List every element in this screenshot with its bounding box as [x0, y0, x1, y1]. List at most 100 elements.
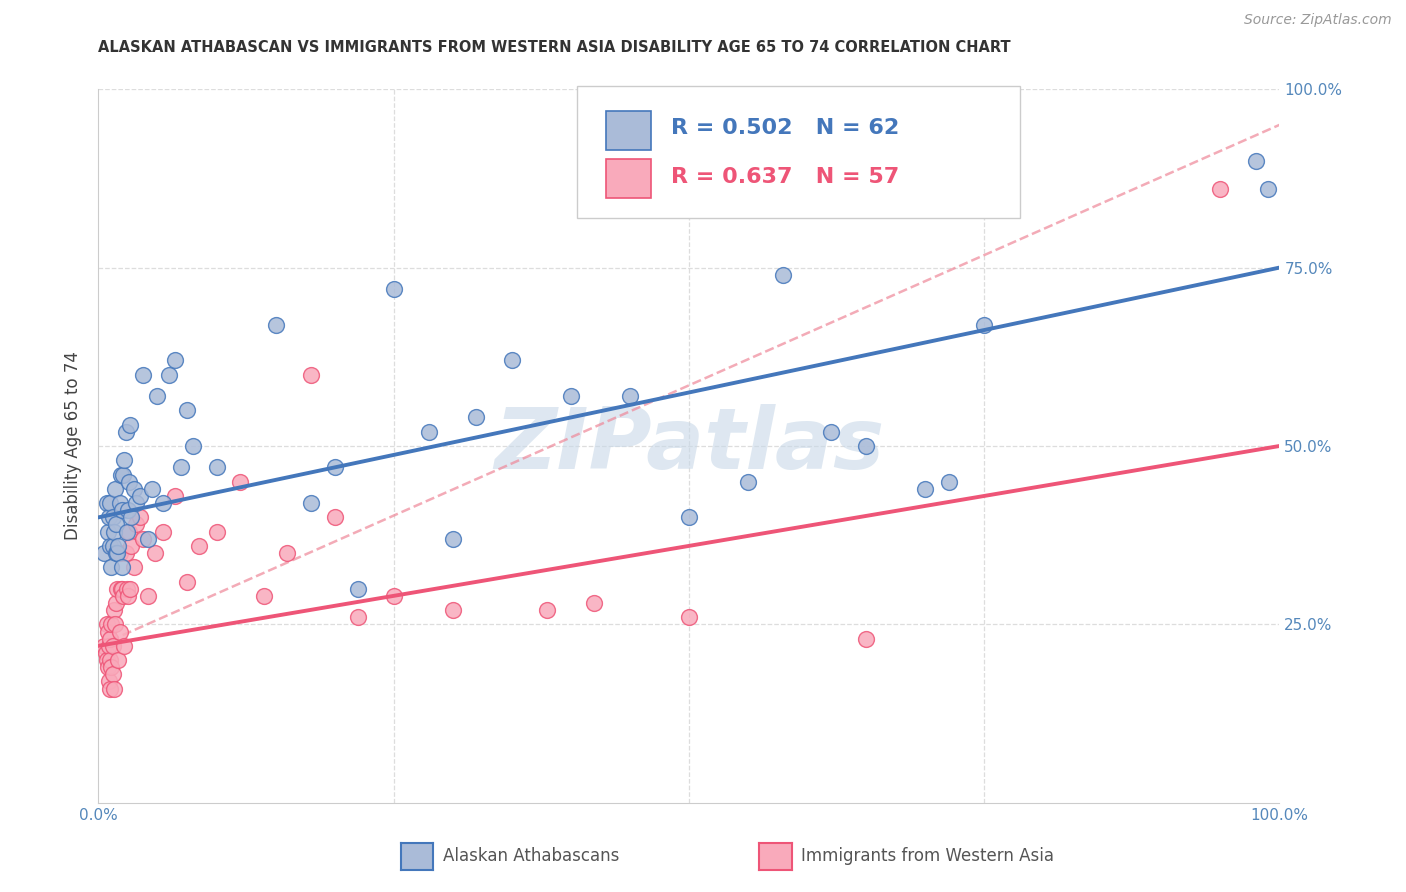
Point: [107, 539, 129, 553]
Point: [110, 582, 132, 596]
Point: [103, 681, 125, 696]
Point: [128, 510, 150, 524]
Point: [105, 546, 128, 560]
Y-axis label: Disability Age 65 to 74: Disability Age 65 to 74: [65, 351, 83, 541]
Point: [176, 574, 198, 589]
Point: [112, 639, 135, 653]
Point: [97, 624, 120, 639]
Point: [181, 439, 204, 453]
Point: [323, 510, 346, 524]
Point: [101, 510, 124, 524]
Point: [93, 546, 115, 560]
Point: [187, 539, 209, 553]
Point: [229, 475, 252, 489]
Point: [105, 546, 128, 560]
Point: [772, 268, 794, 282]
Point: [560, 389, 582, 403]
Point: [118, 475, 141, 489]
Point: [108, 546, 131, 560]
Point: [914, 482, 936, 496]
Point: [115, 582, 138, 596]
Point: [165, 489, 187, 503]
Point: [347, 582, 370, 596]
Point: [170, 460, 193, 475]
Point: [143, 546, 166, 560]
Text: Source: ZipAtlas.com: Source: ZipAtlas.com: [1244, 13, 1392, 28]
Point: [98, 639, 121, 653]
Point: [97, 524, 120, 539]
Point: [121, 510, 143, 524]
Point: [973, 318, 995, 332]
Text: R = 0.502   N = 62: R = 0.502 N = 62: [671, 119, 900, 138]
Point: [253, 589, 276, 603]
Point: [101, 639, 124, 653]
Point: [96, 496, 118, 510]
Point: [122, 560, 145, 574]
Point: [111, 503, 134, 517]
Point: [100, 660, 122, 674]
Point: [96, 653, 118, 667]
Point: [205, 524, 228, 539]
Point: [103, 603, 125, 617]
Point: [299, 368, 322, 382]
Point: [98, 539, 121, 553]
Text: R = 0.637   N = 57: R = 0.637 N = 57: [671, 167, 900, 187]
Point: [619, 389, 641, 403]
Point: [101, 667, 124, 681]
Point: [157, 368, 180, 382]
Point: [1244, 153, 1267, 168]
Point: [678, 510, 700, 524]
Point: [112, 453, 135, 467]
Point: [114, 546, 136, 560]
Point: [105, 517, 128, 532]
Point: [98, 681, 121, 696]
Point: [98, 632, 121, 646]
Point: [146, 389, 169, 403]
Point: [114, 425, 136, 439]
Text: Alaskan Athabascans: Alaskan Athabascans: [443, 847, 619, 865]
Point: [110, 467, 132, 482]
Point: [111, 560, 134, 574]
Point: [125, 496, 148, 510]
Point: [112, 467, 135, 482]
Point: [165, 353, 187, 368]
Point: [96, 617, 118, 632]
Point: [441, 532, 464, 546]
Point: [94, 646, 117, 660]
Point: [93, 639, 115, 653]
Point: [855, 439, 877, 453]
Point: [98, 674, 121, 689]
Point: [103, 524, 125, 539]
Text: ZIPatlas: ZIPatlas: [494, 404, 884, 488]
Point: [118, 524, 141, 539]
Point: [205, 460, 228, 475]
Point: [737, 475, 759, 489]
Point: [97, 660, 120, 674]
Point: [176, 403, 198, 417]
Point: [1209, 182, 1232, 196]
Point: [418, 425, 440, 439]
Point: [276, 546, 298, 560]
Point: [100, 617, 122, 632]
Point: [98, 510, 121, 524]
Point: [152, 496, 174, 510]
Point: [108, 624, 131, 639]
Point: [382, 282, 405, 296]
Point: [107, 653, 129, 667]
Point: [100, 560, 122, 574]
FancyBboxPatch shape: [606, 111, 651, 150]
Point: [128, 489, 150, 503]
Text: Immigrants from Western Asia: Immigrants from Western Asia: [801, 847, 1054, 865]
Point: [120, 417, 142, 432]
Point: [136, 589, 159, 603]
Point: [132, 532, 155, 546]
Point: [115, 524, 138, 539]
Point: [120, 582, 142, 596]
Point: [117, 589, 139, 603]
Point: [820, 425, 842, 439]
Point: [101, 539, 124, 553]
Point: [98, 496, 121, 510]
Point: [299, 496, 322, 510]
Point: [132, 368, 155, 382]
Point: [855, 632, 877, 646]
